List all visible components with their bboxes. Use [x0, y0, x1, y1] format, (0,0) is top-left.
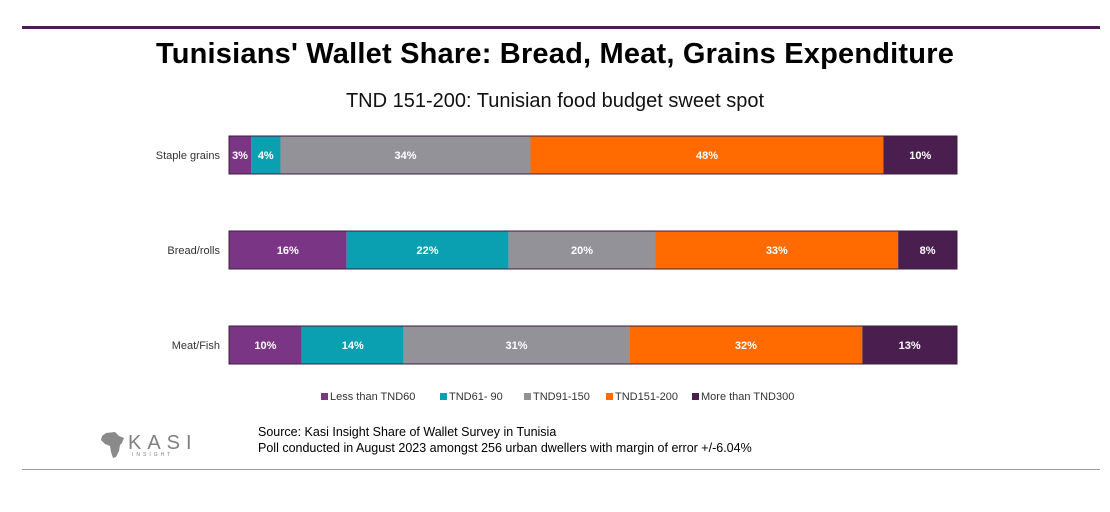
bar-segment [403, 326, 630, 364]
chart-subtitle: TND 151-200: Tunisian food budget sweet … [345, 90, 765, 112]
data-label: 32% [735, 340, 757, 352]
data-label: 14% [342, 340, 364, 352]
legend-item: TND151-200 [606, 391, 678, 403]
legend-swatch [606, 393, 613, 400]
bar-outline [228, 135, 958, 175]
bar-outline [228, 230, 958, 270]
bar-outline [228, 325, 958, 365]
bar-segment [629, 326, 863, 364]
legend-label: Less than TND60 [330, 391, 415, 403]
source-line: Source: Kasi Insight Share of Wallet Sur… [258, 425, 557, 439]
legend-swatch [524, 393, 531, 400]
category-label: Bread/rolls [167, 245, 220, 257]
bar-segment [655, 231, 899, 269]
data-label: 10% [254, 340, 276, 352]
data-label: 48% [696, 150, 718, 162]
kasi-logo: KASI INSIGHT [98, 430, 218, 460]
legend-item: TND91-150 [524, 391, 590, 403]
data-label: 4% [258, 150, 274, 162]
data-label: 10% [909, 150, 931, 162]
data-label: 22% [417, 245, 439, 257]
legend-swatch [692, 393, 699, 400]
poll-line: Poll conducted in August 2023 amongst 25… [258, 441, 752, 455]
top-rule [22, 26, 1100, 29]
bar-segment [862, 326, 957, 364]
data-label: 8% [920, 245, 936, 257]
logo-subtext: INSIGHT [132, 452, 174, 458]
logo-wordmark: KASI [128, 432, 198, 454]
legend-label: TND91-150 [533, 391, 590, 403]
data-label: 34% [394, 150, 416, 162]
legend-item: More than TND300 [692, 391, 794, 403]
data-label: 31% [506, 340, 528, 352]
bar-segment [229, 231, 347, 269]
bar-segment [280, 136, 531, 174]
data-label: 16% [277, 245, 299, 257]
legend-item: Less than TND60 [321, 391, 415, 403]
bar-segment [883, 136, 957, 174]
bar-segment [301, 326, 404, 364]
category-label: Staple grains [156, 150, 221, 162]
stacked-bar-chart: Staple grains 3% 4% 34% 48% 10% Bread/rolls 16%… [156, 135, 958, 403]
legend-swatch [440, 393, 447, 400]
data-label: 20% [571, 245, 593, 257]
bar-segment [229, 326, 302, 364]
legend-label: TND151-200 [615, 391, 678, 403]
legend-item: TND61- 90 [440, 391, 503, 403]
africa-map-icon [101, 432, 124, 458]
bar-segment [530, 136, 884, 174]
legend-label: TND61- 90 [449, 391, 503, 403]
chart-title: Tunisians' Wallet Share: Bread, Meat, Gr… [155, 38, 955, 70]
bar-segment [508, 231, 656, 269]
bottom-rule [22, 469, 1100, 470]
bar-segment [346, 231, 509, 269]
legend-swatch [321, 393, 328, 400]
data-label: 3% [232, 150, 248, 162]
data-label: 33% [766, 245, 788, 257]
bar-segment [229, 136, 252, 174]
bar-segment [251, 136, 281, 174]
legend-label: More than TND300 [701, 391, 794, 403]
category-label: Meat/Fish [172, 340, 220, 352]
data-label: 13% [899, 340, 921, 352]
bar-segment [898, 231, 957, 269]
source-note: Source: Kasi Insight Share of Wallet Sur… [258, 424, 752, 456]
